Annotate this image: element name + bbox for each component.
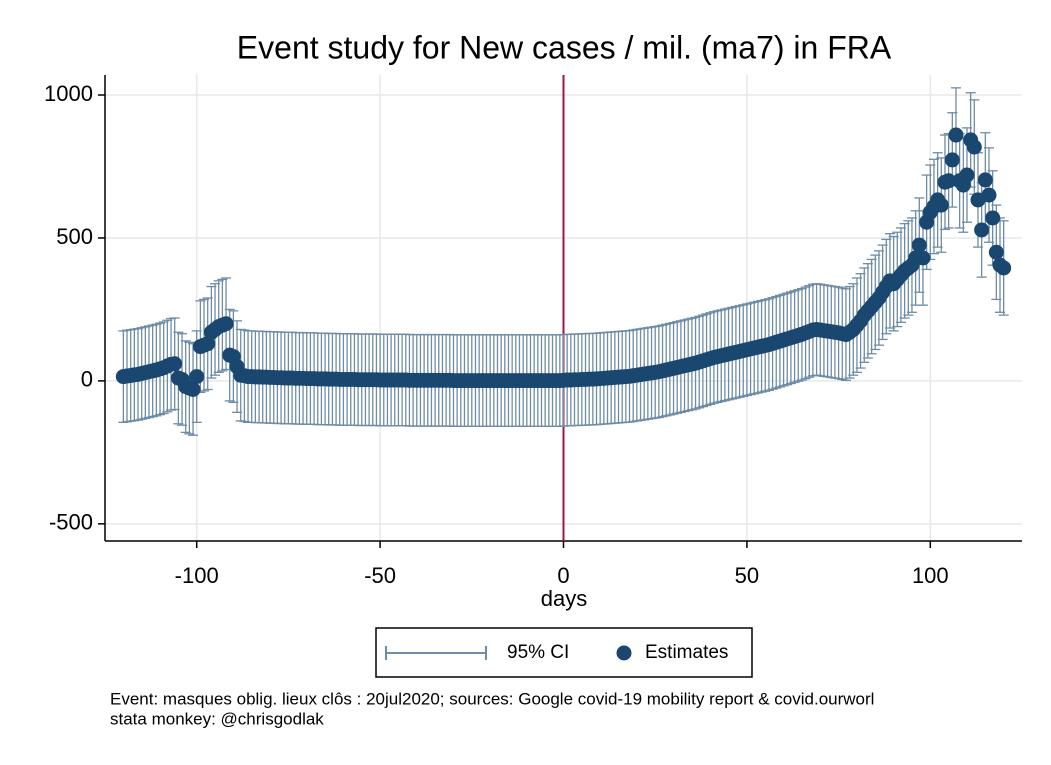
point [981,187,997,203]
chart-title: Event study for New cases / mil. (ma7) i… [237,29,892,65]
point [167,356,183,372]
legend-marker [616,645,632,661]
note: Event: masques oblig. lieux clôs : 20jul… [110,689,874,708]
point [959,167,975,183]
point [985,210,1001,226]
point [996,260,1012,276]
x-axis-label: days [541,586,587,611]
point [185,381,201,397]
y-tick-label: 500 [56,224,93,249]
point [988,244,1004,260]
point [966,139,982,155]
x-tick-label: 50 [735,563,759,588]
point [189,369,205,385]
y-tick-label: 1000 [44,81,93,106]
x-tick-label: -100 [175,563,219,588]
legend-label: 95% CI [507,642,569,663]
y-tick-label: -500 [49,510,93,535]
point [218,316,234,332]
point [915,250,931,266]
x-tick-label: 0 [557,563,569,588]
x-tick-label: -50 [364,563,396,588]
y-tick-label: 0 [81,367,93,392]
point [974,222,990,238]
note: stata monkey: @chrisgodlak [110,709,324,728]
x-tick-label: 100 [912,563,949,588]
point [944,152,960,168]
point [200,336,216,352]
point [977,172,993,188]
point [933,197,949,213]
point [948,127,964,143]
point [941,173,957,189]
legend-label: Estimates [645,642,728,663]
point [911,237,927,253]
